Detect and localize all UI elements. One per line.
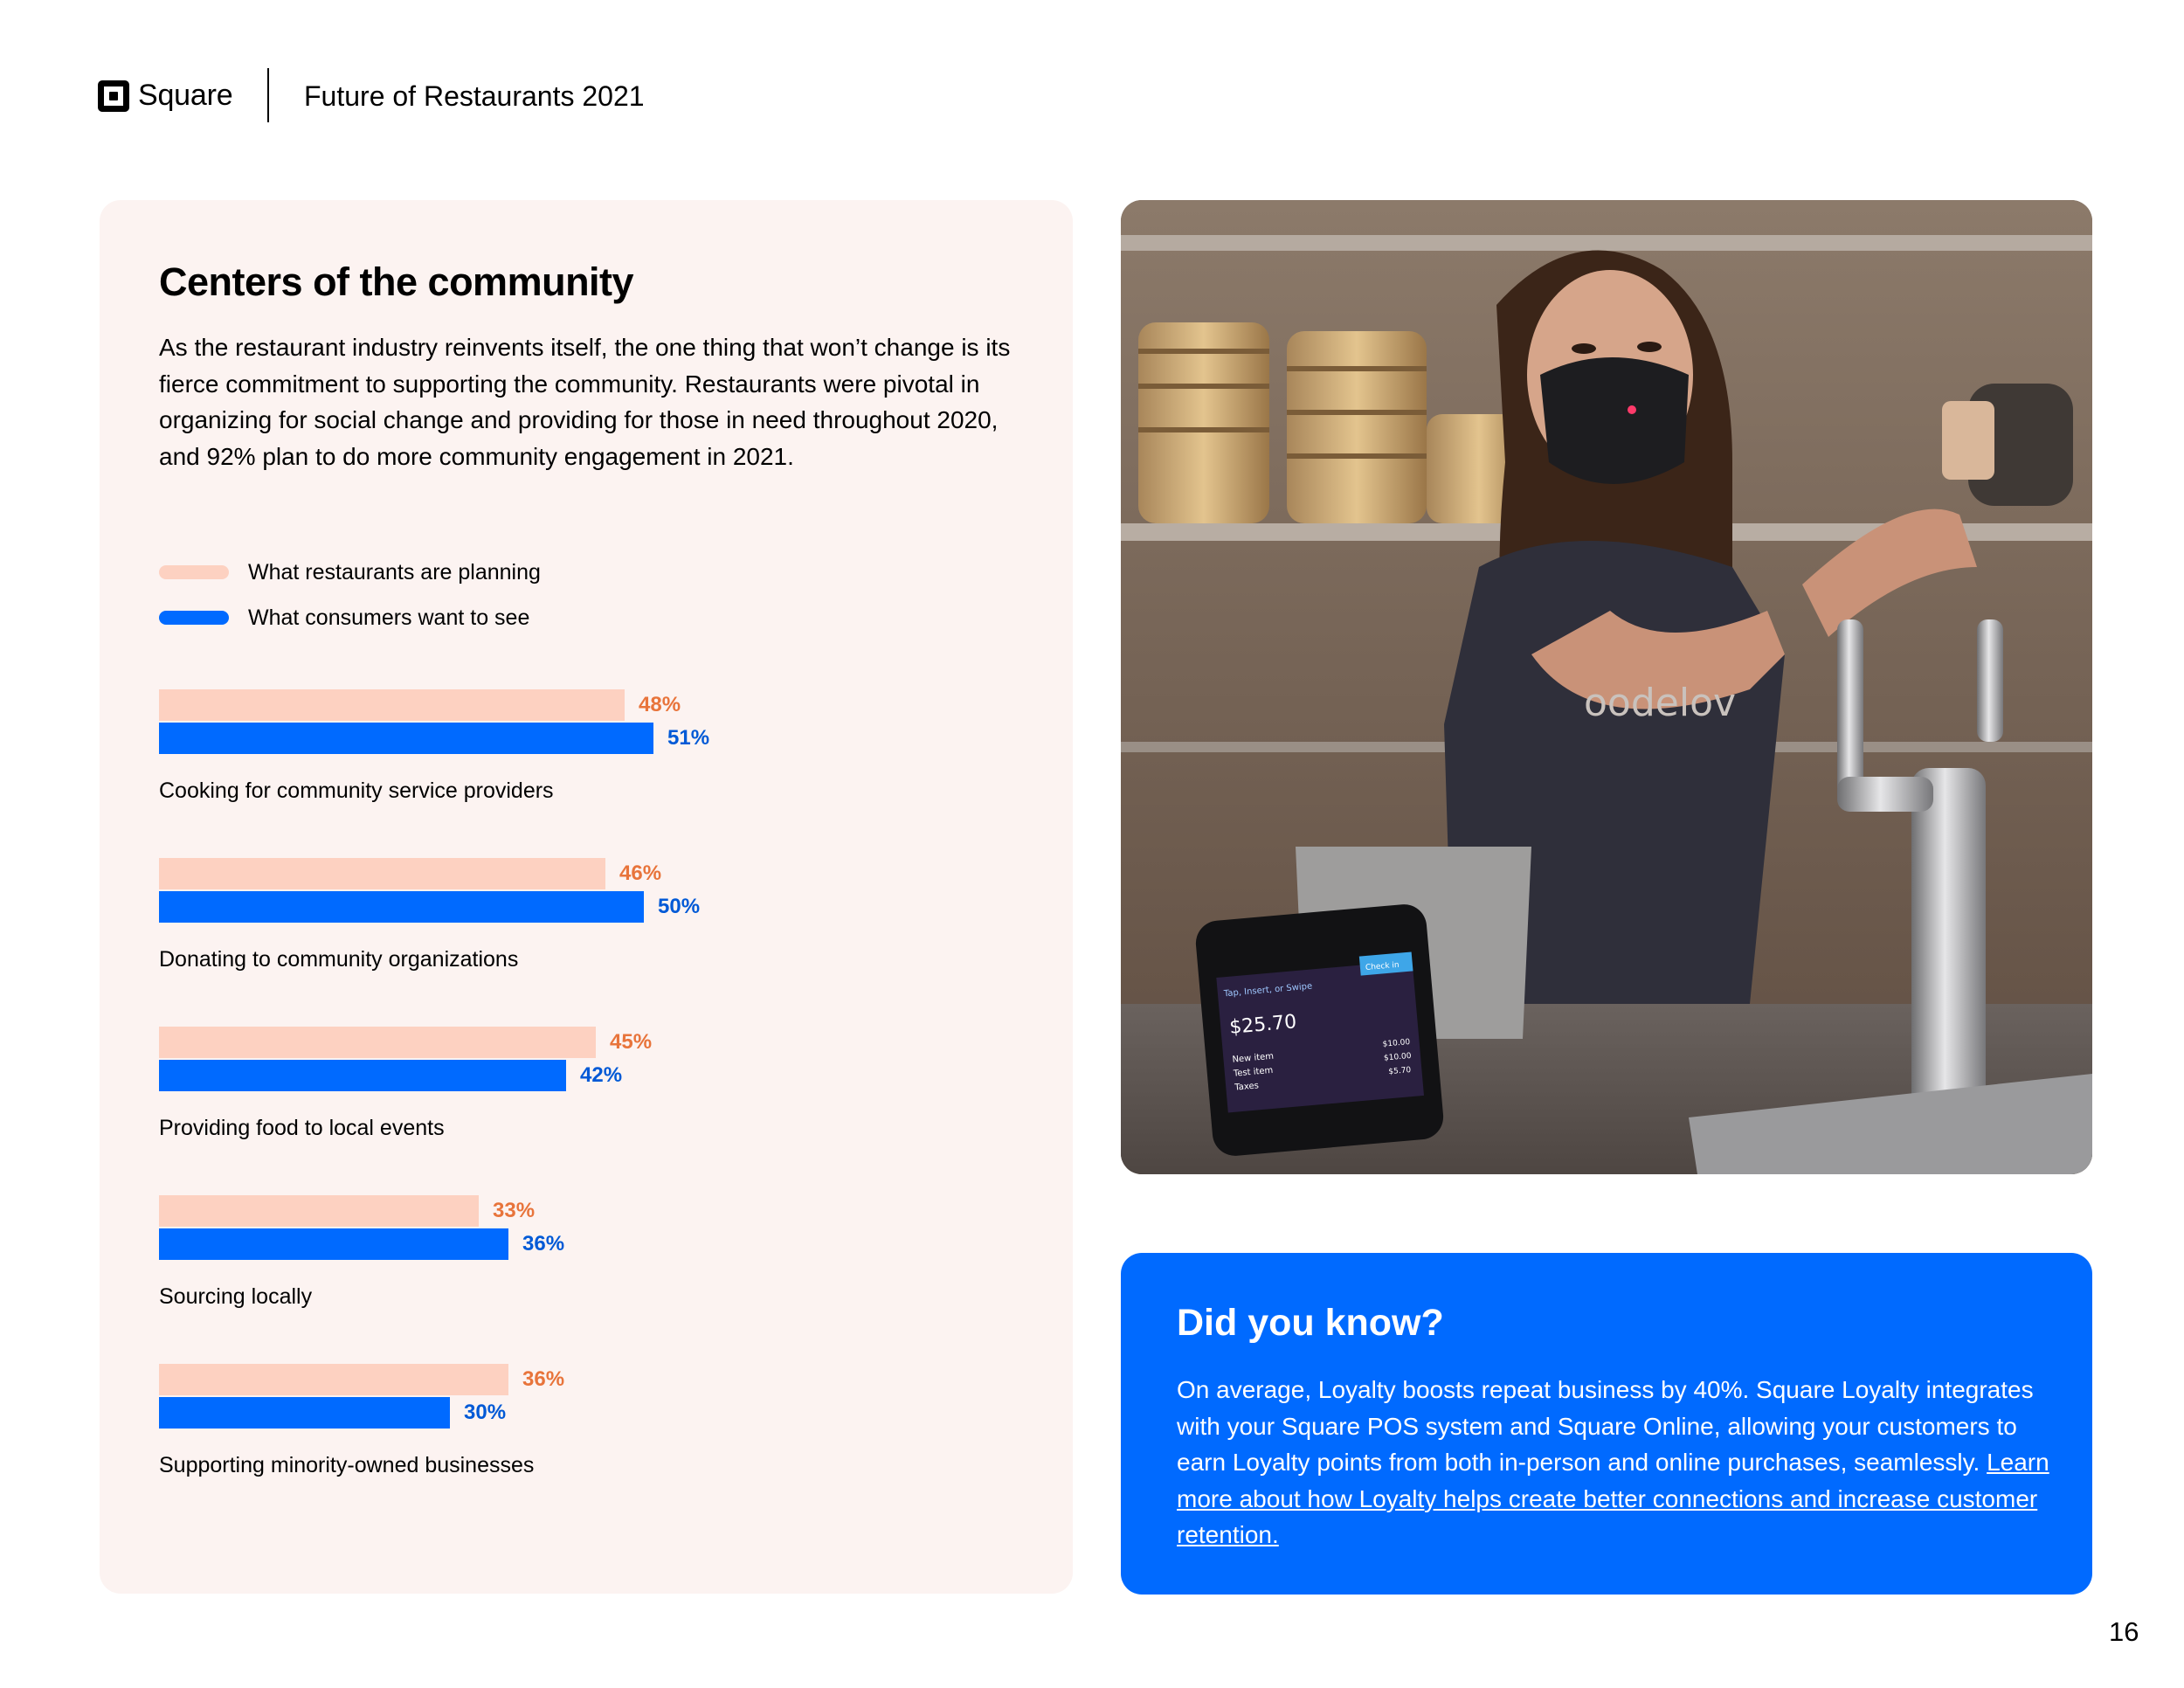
bar-consumers [159, 1228, 508, 1260]
svg-text:$10.00: $10.00 [1384, 1052, 1413, 1063]
did-you-know-text: On average, Loyalty boosts repeat busine… [1177, 1376, 2034, 1476]
bar-restaurants [159, 689, 625, 721]
bar-value-label: 51% [667, 726, 710, 750]
bar-restaurants [159, 1364, 508, 1395]
square-logo-icon [98, 80, 129, 112]
svg-text:New item: New item [1232, 1052, 1274, 1065]
loyalty-learn-more-link[interactable]: Learn more about how Loyalty helps creat… [1177, 1449, 2049, 1548]
legend-label-consumers: What consumers want to see [248, 605, 530, 630]
bar-value-label: 42% [580, 1063, 623, 1087]
category-label: Sourcing locally [159, 1284, 313, 1309]
page-header: Square Future of Restaurants 2021 [98, 68, 884, 122]
svg-text:Check in: Check in [1365, 961, 1400, 972]
bar-consumers [159, 891, 644, 923]
bar-value-label: 36% [522, 1232, 565, 1256]
bartender-photo: oodelov Tap, Insert, or Swipe Check in $… [1121, 200, 2092, 1174]
section-body: As the restaurant industry reinvents its… [159, 334, 1011, 470]
header-divider [267, 68, 269, 122]
svg-text:Test item: Test item [1233, 1066, 1274, 1079]
bar-consumers [159, 723, 653, 754]
square-terminal: Tap, Insert, or Swipe Check in $25.70 Ne… [1195, 904, 1444, 1156]
did-you-know-body: On average, Loyalty boosts repeat busine… [1177, 1372, 2050, 1553]
report-title: Future of Restaurants 2021 [304, 80, 645, 112]
bar-value-label: 36% [522, 1367, 565, 1391]
bar-value-label: 45% [610, 1030, 653, 1054]
category-label: Providing food to local events [159, 1116, 445, 1140]
page-number: 16 [2109, 1616, 2139, 1647]
category-label: Supporting minority-owned businesses [159, 1453, 535, 1477]
category-label: Donating to community organizations [159, 947, 519, 972]
section-title: Centers of the community [159, 259, 634, 304]
shirt-text: oodelov [1584, 681, 1736, 725]
bar-restaurants [159, 858, 605, 889]
bar-value-label: 33% [493, 1199, 536, 1222]
chart-legend: What restaurants are planning What consu… [159, 550, 541, 640]
bar-value-label: 46% [619, 861, 662, 885]
legend-label-restaurants: What restaurants are planning [248, 559, 541, 585]
svg-text:Taxes: Taxes [1234, 1081, 1259, 1092]
legend-swatch-consumers [159, 611, 229, 625]
beer-tap [1837, 619, 2003, 1174]
bar-restaurants [159, 1027, 596, 1058]
brand-name: Square [138, 79, 233, 112]
bar-value-label: 48% [639, 693, 681, 716]
did-you-know-card: Did you know? On average, Loyalty boosts… [1121, 1253, 2092, 1595]
bar-restaurants [159, 1195, 479, 1227]
community-card: Centers of the community As the restaura… [100, 200, 1073, 1594]
svg-text:$10.00: $10.00 [1382, 1038, 1411, 1049]
did-you-know-title: Did you know? [1177, 1302, 1444, 1344]
bar-consumers [159, 1397, 450, 1429]
bar-consumers [159, 1060, 566, 1091]
svg-text:$5.70: $5.70 [1388, 1066, 1412, 1076]
community-bar-chart: 48% 51% Cooking for community service prov… [159, 689, 1033, 1563]
legend-swatch-restaurants [159, 565, 229, 579]
bartender-photo-illustration: oodelov Tap, Insert, or Swipe Check in $… [1121, 200, 2092, 1174]
legend-item-consumers: What consumers want to see [159, 595, 541, 640]
square-logo[interactable]: Square [98, 79, 233, 113]
legend-item-restaurants: What restaurants are planning [159, 550, 541, 595]
bar-value-label: 30% [464, 1401, 507, 1424]
category-label: Cooking for community service providers [159, 778, 554, 803]
bar-value-label: 50% [658, 895, 701, 918]
